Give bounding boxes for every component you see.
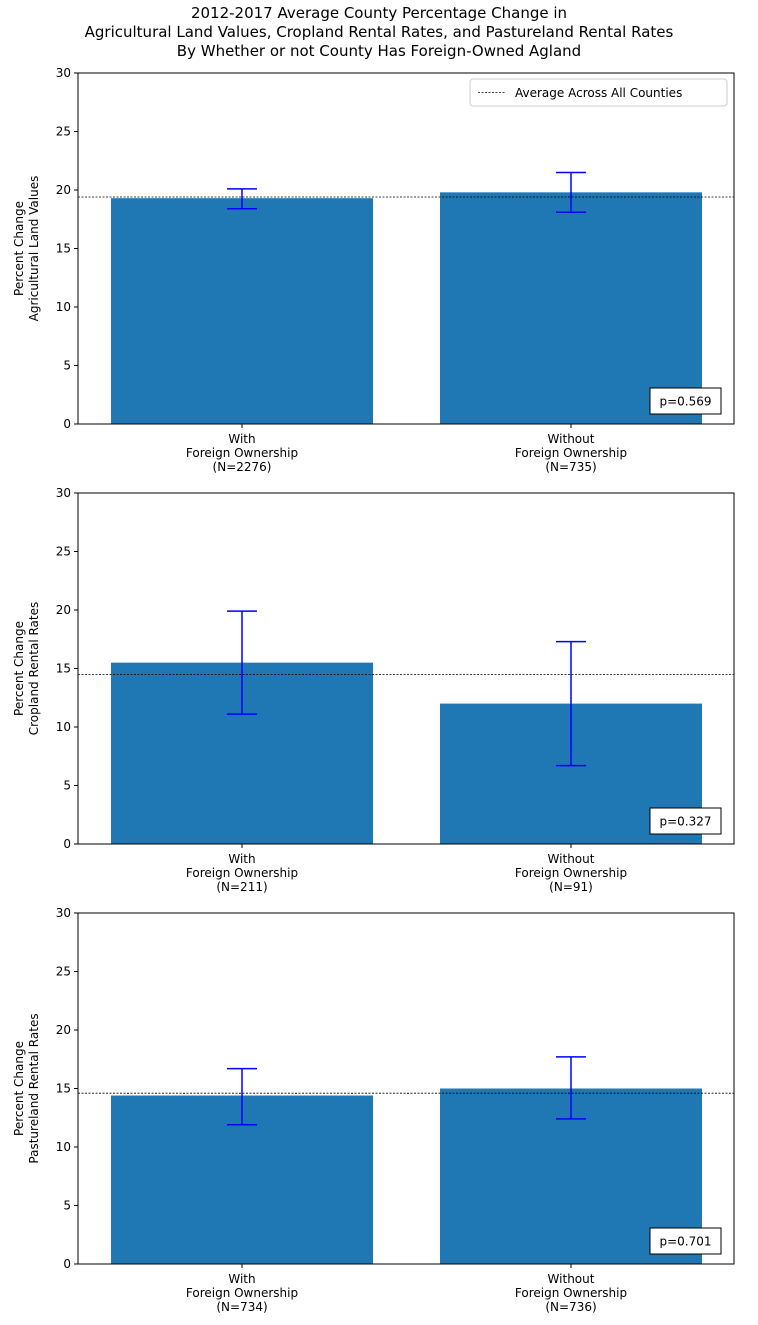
- panel-1-ytick-label: 0: [63, 417, 71, 431]
- panel-1-ytick-label: 15: [56, 242, 71, 256]
- panel-2-xtick-label-1: Foreign Ownership: [186, 866, 298, 880]
- panel-2-xtick-label-2: Foreign Ownership: [515, 866, 627, 880]
- panel-1-xtick-label-2: Foreign Ownership: [515, 446, 627, 460]
- legend-box: [469, 78, 728, 107]
- panel-2-ytick-label: 0: [63, 837, 71, 851]
- panel-3-xtick-label-2: (N=736): [545, 1300, 596, 1314]
- panel-1-xtick-label-2: Without: [548, 432, 595, 446]
- panel-3-ytick-label: 25: [56, 965, 71, 979]
- panel-3-pvalue-box: [649, 1227, 722, 1255]
- panel-3-ytick-label: 10: [56, 1140, 71, 1154]
- panel-1-ytick-label: 25: [56, 125, 71, 139]
- panel-1-xtick-label-1: (N=2276): [213, 460, 272, 474]
- panel-1-bar-2: [440, 192, 702, 424]
- panel-3-ylabel-line-1: Percent Change: [12, 1041, 26, 1136]
- figure-title: 2012-2017 Average County Percentage Chan…: [0, 4, 758, 61]
- panel-2-ylabel-line-1: Percent Change: [12, 621, 26, 716]
- panel-2-ytick-label: 30: [56, 486, 71, 500]
- panel-1-ylabel-line-1: Percent Change: [12, 201, 26, 296]
- panel-3-ytick-label: 15: [56, 1082, 71, 1096]
- panel-3-ytick-label: 0: [63, 1257, 71, 1271]
- panel-2-ytick-label: 5: [63, 779, 71, 793]
- panel-2-pvalue-box: [649, 807, 722, 835]
- panel-3-pvalue-text: p=0.701: [659, 1235, 711, 1249]
- panel-3-ytick-label: 5: [63, 1199, 71, 1213]
- panel-3-xtick-label-2: Foreign Ownership: [515, 1286, 627, 1300]
- panel-1-xtick-label-1: Foreign Ownership: [186, 446, 298, 460]
- legend-label: Average Across All Counties: [515, 86, 682, 100]
- panel-1-ytick-label: 20: [56, 183, 71, 197]
- title-line-3: By Whether or not County Has Foreign-Own…: [176, 42, 582, 60]
- title-line-2: Agricultural Land Values, Cropland Renta…: [84, 23, 674, 41]
- panel-2-axes-frame: [77, 492, 735, 845]
- panel-1-xtick-label-1: With: [228, 432, 255, 446]
- panel-3-ytick-label: 30: [56, 906, 71, 920]
- panel-3-xtick-label-1: Foreign Ownership: [186, 1286, 298, 1300]
- panel-1-ytick-label: 5: [63, 359, 71, 373]
- panel-1-ytick-label: 10: [56, 300, 71, 314]
- panel-2-xtick-label-1: With: [228, 852, 255, 866]
- panel-1-ytick-label: 30: [56, 66, 71, 80]
- panel-1-axes-frame: [77, 72, 735, 425]
- title-line-1: 2012-2017 Average County Percentage Chan…: [190, 4, 568, 22]
- panel-2-xtick-label-2: Without: [548, 852, 595, 866]
- panel-2-xtick-label-1: (N=211): [216, 880, 267, 894]
- panel-2-xtick-label-2: (N=91): [549, 880, 593, 894]
- panel-1-pvalue-box: [649, 387, 722, 415]
- panel-1-bar-1: [111, 198, 373, 424]
- panel-2-ytick-label: 10: [56, 720, 71, 734]
- panel-3-xtick-label-1: With: [228, 1272, 255, 1286]
- panel-2-ytick-label: 15: [56, 662, 71, 676]
- panel-2-ytick-label: 20: [56, 603, 71, 617]
- panel-1-pvalue-text: p=0.569: [659, 395, 711, 409]
- panel-3-ytick-label: 20: [56, 1023, 71, 1037]
- panel-2-ylabel-line-2: Cropland Rental Rates: [27, 602, 41, 736]
- panel-3-xtick-label-2: Without: [548, 1272, 595, 1286]
- panel-2-pvalue-text: p=0.327: [659, 815, 711, 829]
- panel-2-ytick-label: 25: [56, 545, 71, 559]
- panel-1-xtick-label-2: (N=735): [545, 460, 596, 474]
- panel-3-xtick-label-1: (N=734): [216, 1300, 267, 1314]
- panel-3-ylabel-line-2: Pastureland Rental Rates: [27, 1013, 41, 1163]
- panel-1-ylabel-line-2: Agricultural Land Values: [27, 176, 41, 322]
- panel-3-axes-frame: [77, 912, 735, 1265]
